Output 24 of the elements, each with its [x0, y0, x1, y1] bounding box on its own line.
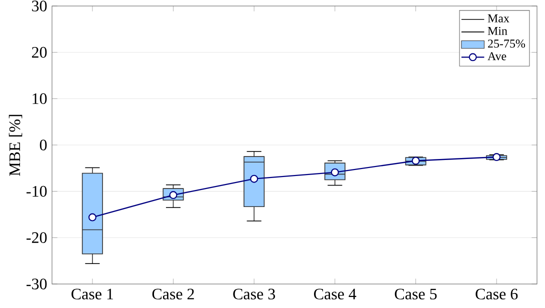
x-tick-label: Case 6	[476, 288, 518, 300]
point	[330, 168, 339, 176]
x-tick-label: Case 1	[72, 288, 114, 300]
annotation: Min	[488, 26, 508, 35]
y-axis-title: MBE [%]	[8, 114, 22, 176]
x-tick-label: Case 2	[152, 288, 194, 300]
legend-label: Ave	[488, 52, 506, 60]
legend-label: 25-75%	[488, 40, 526, 48]
point	[88, 213, 96, 222]
point	[412, 156, 420, 165]
x-tick-label: Case 4	[314, 288, 356, 300]
annotation: Max	[488, 14, 510, 22]
y-tick-label: -30	[26, 278, 47, 290]
point	[492, 153, 501, 162]
x-tick-label: Case 5	[394, 288, 437, 300]
y-tick-label: -10	[26, 186, 47, 197]
y-tick-label: -20	[26, 232, 47, 244]
point	[169, 191, 178, 200]
y-tick-label: 0	[40, 140, 47, 150]
y-tick-label: 20	[32, 46, 47, 58]
y-tick-label: 10	[32, 93, 47, 104]
x-tick-label: Case 3	[233, 288, 276, 300]
y-tick-label: 30	[32, 0, 47, 12]
point	[250, 174, 258, 183]
